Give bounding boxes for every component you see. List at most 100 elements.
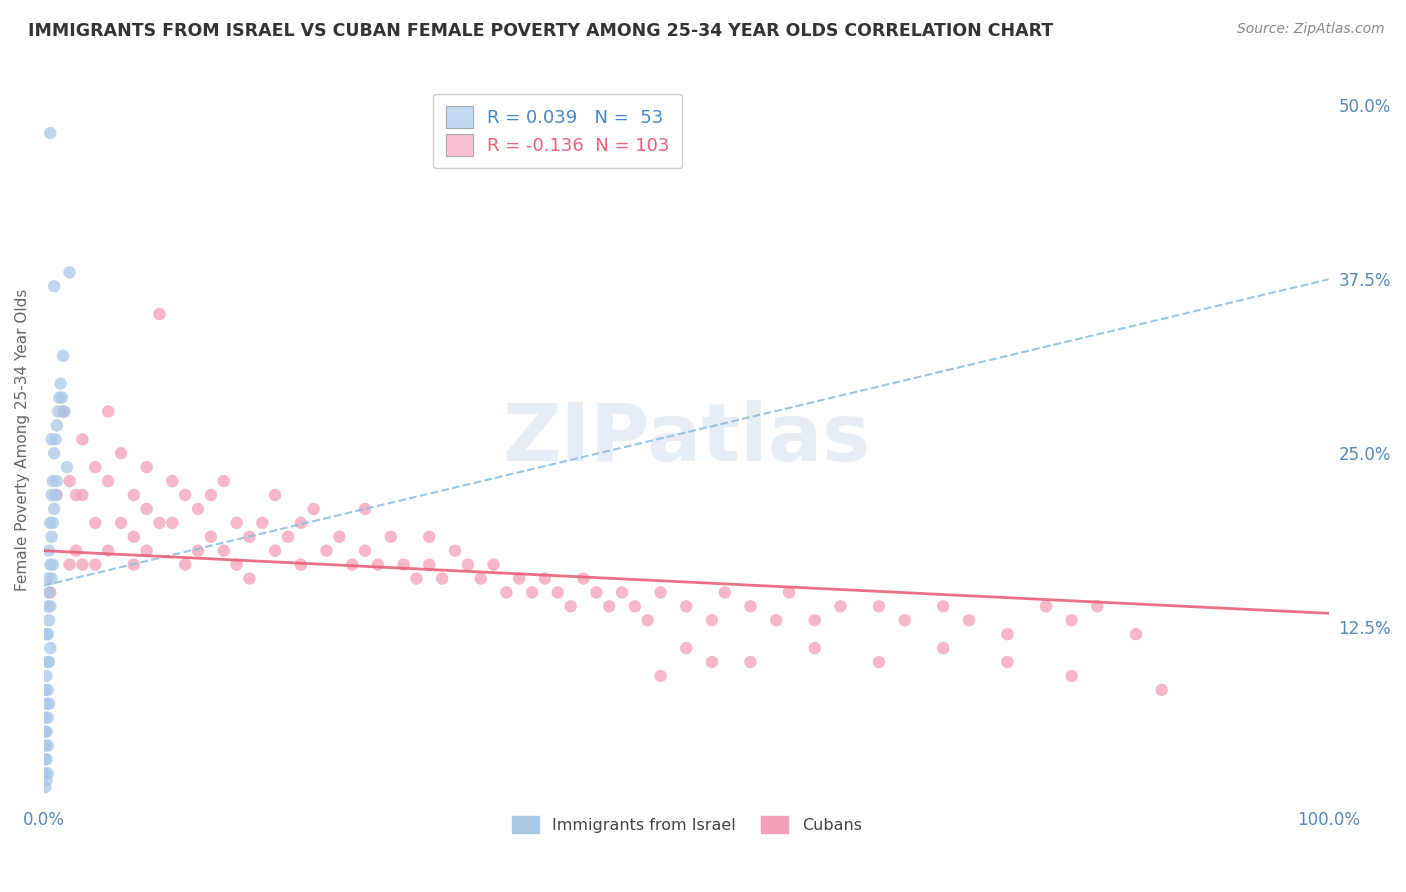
Point [187, 502, 209, 516]
Point [34, 780, 56, 795]
Point [110, 446, 132, 460]
Point [290, 558, 312, 572]
Point [41, 488, 63, 502]
Point [34, 739, 56, 753]
Point [1087, 599, 1109, 614]
Point [58, 474, 80, 488]
Point [1035, 599, 1057, 614]
Point [585, 585, 607, 599]
Point [174, 488, 197, 502]
Point [148, 307, 170, 321]
Point [174, 558, 197, 572]
Point [675, 599, 697, 614]
Point [38, 655, 60, 669]
Point [430, 572, 453, 586]
Point [42, 558, 65, 572]
Point [135, 502, 157, 516]
Point [714, 585, 737, 599]
Point [1150, 682, 1173, 697]
Point [49, 376, 72, 391]
Point [392, 558, 415, 572]
Point [34, 766, 56, 780]
Point [162, 474, 184, 488]
Point [650, 669, 672, 683]
Point [41, 433, 63, 447]
Point [122, 558, 145, 572]
Point [418, 558, 440, 572]
Point [803, 613, 825, 627]
Point [122, 488, 145, 502]
Point [35, 773, 58, 788]
Point [560, 599, 582, 614]
Point [675, 641, 697, 656]
Point [44, 488, 66, 502]
Point [37, 682, 59, 697]
Point [39, 126, 62, 140]
Point [405, 572, 427, 586]
Point [328, 530, 350, 544]
Point [34, 724, 56, 739]
Point [39, 585, 62, 599]
Point [84, 558, 107, 572]
Point [39, 558, 62, 572]
Text: Source: ZipAtlas.com: Source: ZipAtlas.com [1237, 22, 1385, 37]
Point [39, 599, 62, 614]
Point [212, 543, 235, 558]
Point [46, 404, 69, 418]
Point [367, 558, 389, 572]
Point [932, 641, 955, 656]
Point [51, 391, 73, 405]
Point [35, 627, 58, 641]
Point [610, 585, 633, 599]
Point [470, 572, 492, 586]
Point [212, 474, 235, 488]
Point [637, 613, 659, 627]
Point [37, 572, 59, 586]
Point [187, 543, 209, 558]
Point [932, 599, 955, 614]
Point [41, 572, 63, 586]
Point [37, 627, 59, 641]
Point [42, 474, 65, 488]
Point [45, 488, 67, 502]
Point [162, 516, 184, 530]
Point [41, 530, 63, 544]
Point [44, 433, 66, 447]
Text: IMMIGRANTS FROM ISRAEL VS CUBAN FEMALE POVERTY AMONG 25-34 YEAR OLDS CORRELATION: IMMIGRANTS FROM ISRAEL VS CUBAN FEMALE P… [28, 22, 1053, 40]
Point [277, 530, 299, 544]
Point [495, 585, 517, 599]
Y-axis label: Female Poverty Among 25-34 Year Olds: Female Poverty Among 25-34 Year Olds [15, 288, 30, 591]
Point [997, 655, 1019, 669]
Point [342, 558, 364, 572]
Point [72, 558, 94, 572]
Point [225, 516, 247, 530]
Point [868, 599, 890, 614]
Point [97, 404, 120, 418]
Point [957, 613, 980, 627]
Point [58, 265, 80, 279]
Point [893, 613, 915, 627]
Point [700, 613, 723, 627]
Point [37, 739, 59, 753]
Point [765, 613, 787, 627]
Point [778, 585, 800, 599]
Point [44, 279, 66, 293]
Point [39, 641, 62, 656]
Point [38, 613, 60, 627]
Point [200, 488, 222, 502]
Point [264, 543, 287, 558]
Point [520, 585, 543, 599]
Point [42, 516, 65, 530]
Point [290, 516, 312, 530]
Point [37, 711, 59, 725]
Point [72, 488, 94, 502]
Point [997, 627, 1019, 641]
Point [200, 530, 222, 544]
Point [37, 655, 59, 669]
Legend: Immigrants from Israel, Cubans: Immigrants from Israel, Cubans [502, 805, 872, 844]
Point [65, 488, 87, 502]
Point [52, 349, 75, 363]
Point [238, 530, 260, 544]
Point [44, 446, 66, 460]
Point [45, 474, 67, 488]
